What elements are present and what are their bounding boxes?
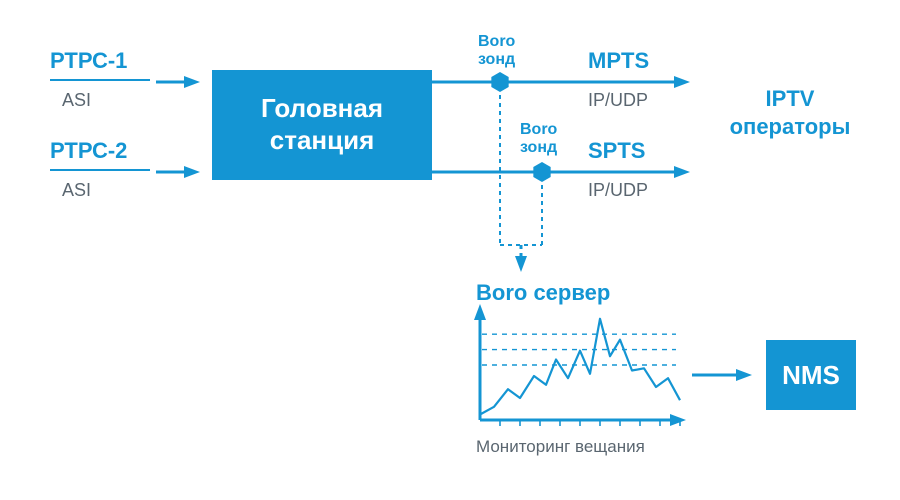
input-name-1: РТРС-2 bbox=[50, 138, 127, 163]
headstation-label-1: Головная bbox=[261, 93, 383, 123]
chart-y-axis bbox=[474, 304, 486, 420]
chart-line bbox=[480, 319, 680, 415]
output-sub-0: IP/UDP bbox=[588, 90, 648, 110]
input-name-0: РТРС-1 bbox=[50, 48, 127, 73]
output-name-1: SPTS bbox=[588, 138, 645, 163]
probe-hex-top bbox=[491, 72, 508, 92]
probe-label-bottom-2: зонд bbox=[520, 139, 557, 156]
boro-server-title: Boro сервер bbox=[476, 280, 610, 305]
probe-label-bottom-1: Boro bbox=[520, 121, 558, 138]
chart-x-axis bbox=[480, 414, 686, 426]
monitoring-chart bbox=[480, 319, 680, 426]
probe-merge-arrow-down bbox=[515, 245, 527, 272]
monitoring-caption: Мониторинг вещания bbox=[476, 437, 645, 456]
input-sub-1: ASI bbox=[62, 180, 91, 200]
probe-hex-bottom bbox=[533, 162, 550, 182]
arrow-input-0 bbox=[156, 76, 200, 88]
nms-label: NMS bbox=[782, 360, 840, 390]
iptv-label-1: IPTV bbox=[766, 86, 815, 111]
probe-label-top-1: Boro bbox=[478, 33, 516, 50]
arrow-input-1 bbox=[156, 166, 200, 178]
probe-label-top-2: зонд bbox=[478, 51, 515, 68]
input-sub-0: ASI bbox=[62, 90, 91, 110]
arrow-output-1 bbox=[432, 166, 690, 178]
output-sub-1: IP/UDP bbox=[588, 180, 648, 200]
arrow-server-to-nms bbox=[692, 369, 752, 381]
iptv-label-2: операторы bbox=[730, 114, 851, 139]
output-name-0: MPTS bbox=[588, 48, 649, 73]
headstation-label-2: станция bbox=[270, 125, 375, 155]
arrow-output-0 bbox=[432, 76, 690, 88]
